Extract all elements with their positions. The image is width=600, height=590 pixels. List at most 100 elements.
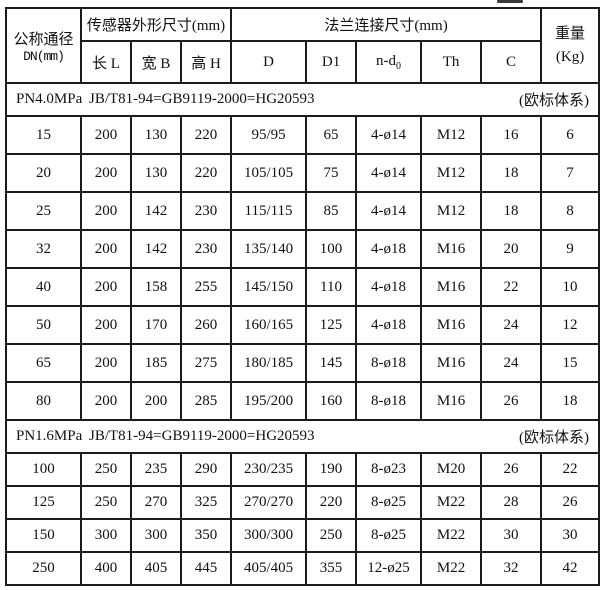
column-header-c: C: [480, 40, 543, 84]
section-pn-rating: PN1.6MPa: [16, 428, 83, 444]
table-cell: 405: [130, 551, 182, 586]
table-cell: 200: [80, 305, 132, 345]
table-cell: M16: [420, 229, 483, 269]
table-cell: 105/105: [230, 153, 308, 193]
table-cell: 250: [80, 485, 132, 520]
table-cell: 170: [130, 305, 182, 345]
column-header-d: D: [230, 40, 308, 84]
table-cell: 18: [480, 153, 543, 193]
table-cell: 200: [80, 343, 132, 383]
table-cell: 160/165: [230, 305, 308, 345]
table-cell: 200: [80, 381, 132, 421]
table-cell: M22: [420, 485, 483, 520]
column-header-dn: 公称通径 DN(mm): [5, 7, 82, 84]
table-cell: 40: [5, 267, 82, 307]
table-cell: 270/270: [230, 485, 308, 520]
table-cell: 250: [5, 551, 82, 586]
table-cell: 350: [179, 518, 233, 553]
table-header: 公称通径 DN(mm) 传感器外形尺寸(mm) 法兰连接尺寸(mm) 重量 (K…: [5, 7, 600, 84]
table-cell: 130: [130, 153, 182, 193]
table-cell: 195/200: [230, 381, 308, 421]
table-cell: 20: [480, 229, 543, 269]
table-row: 32 200 142 230 135/140 100 4-ø18 M16 20 9: [5, 229, 600, 269]
table-cell: 24: [480, 305, 543, 345]
table-cell: 4-ø14: [355, 153, 423, 193]
table-cell: 32: [5, 229, 82, 269]
table-cell: 285: [179, 381, 233, 421]
table-cell: 190: [305, 452, 358, 487]
column-header-th: Th: [420, 40, 483, 84]
table-row: 25 200 142 230 115/115 85 4-ø14 M12 18 8: [5, 191, 600, 231]
column-group-flange-dimensions: 法兰连接尺寸(mm): [230, 7, 543, 42]
table-cell: 125: [305, 305, 358, 345]
table-cell: 405/405: [230, 551, 308, 586]
table-cell: 12-ø25: [355, 551, 423, 586]
table-row: 65 200 185 275 180/185 145 8-ø18 M16 24 15: [5, 343, 600, 383]
table-cell: 26: [480, 452, 543, 487]
table-cell: 8-ø23: [355, 452, 423, 487]
table-body: PN4.0MPa JB/T81-94=GB9119-2000=HG20593 (欧标…: [4, 82, 600, 586]
table-cell: 4-ø18: [355, 305, 423, 345]
table-row: 20 200 130 220 105/105 75 4-ø14 M12 18 7: [5, 153, 600, 193]
table-cell: M16: [420, 381, 483, 421]
table-cell: 255: [179, 267, 233, 307]
table-cell: 25: [5, 191, 82, 231]
weight-label-line2: (Kg): [555, 48, 585, 65]
table-cell: M12: [420, 153, 483, 193]
table-cell: 142: [130, 229, 182, 269]
spec-table: 公称通径 DN(mm) 传感器外形尺寸(mm) 法兰连接尺寸(mm) 重量 (K…: [4, 7, 600, 586]
table-cell: 8: [540, 191, 600, 231]
table-cell: 445: [179, 551, 233, 586]
table-cell: 8-ø18: [355, 381, 423, 421]
table-cell: 300/300: [230, 518, 308, 553]
column-header-weight: 重量 (Kg): [540, 7, 600, 84]
table-cell: 28: [480, 485, 543, 520]
table-cell: 200: [80, 191, 132, 231]
table-cell: 130: [130, 115, 182, 155]
column-header-d1: D1: [305, 40, 358, 84]
table-cell: 32: [480, 551, 543, 586]
table-cell: 26: [480, 381, 543, 421]
table-cell: 220: [305, 485, 358, 520]
table-cell: 300: [130, 518, 182, 553]
table-cell: 200: [80, 267, 132, 307]
header-row-subcolumns: 长 L 宽 B 高 H D D1 n-d0 Th C: [6, 40, 599, 84]
table-cell: 230: [179, 229, 233, 269]
table-cell: 400: [80, 551, 132, 586]
table-cell: 8-ø25: [355, 518, 423, 553]
n-d0-subscript: 0: [396, 60, 402, 72]
table-row: 150 300 300 350 300/300 250 8-ø25 M22 30 30: [5, 518, 600, 553]
section-standard: JB/T81-94=GB9119-2000=HG20593: [89, 91, 315, 107]
table-row: 250 400 405 445 405/405 355 12-ø25 M22 32 42: [5, 551, 600, 586]
table-cell: 22: [540, 452, 600, 487]
table-cell: 110: [305, 267, 358, 307]
table-cell: 85: [305, 191, 358, 231]
table-cell: 275: [179, 343, 233, 383]
table-cell: 7: [540, 153, 600, 193]
table-cell: 200: [80, 153, 132, 193]
table-cell: 8-ø18: [355, 343, 423, 383]
table-cell: 50: [5, 305, 82, 345]
column-header-n-d0: n-d0: [355, 40, 423, 84]
table-cell: M20: [420, 452, 483, 487]
section-note: (欧标体系): [519, 430, 590, 446]
table-cell: 9: [540, 229, 600, 269]
table-cell: 30: [540, 518, 600, 553]
table-row: 15 200 130 220 95/95 65 4-ø14 M12 16 6: [5, 115, 600, 155]
table-cell: 22: [480, 267, 543, 307]
table-cell: 20: [5, 153, 82, 193]
table-cell: 15: [5, 115, 82, 155]
header-row-groups: 公称通径 DN(mm) 传感器外形尺寸(mm) 法兰连接尺寸(mm) 重量 (K…: [5, 7, 600, 84]
table-cell: 145: [305, 343, 358, 383]
table-cell: 158: [130, 267, 182, 307]
table-cell: 142: [130, 191, 182, 231]
table-cell: 230: [179, 191, 233, 231]
table-cell: 200: [130, 381, 182, 421]
table-cell: 150: [5, 518, 82, 553]
table-cell: 300: [80, 518, 132, 553]
table-row: 50 200 170 260 160/165 125 4-ø18 M16 24 12: [5, 305, 600, 345]
section-note: (欧标体系): [519, 93, 590, 109]
table-row: 100 250 235 290 230/235 190 8-ø23 M20 26 22: [5, 452, 600, 487]
table-cell: 230/235: [230, 452, 308, 487]
table-cell: 125: [5, 485, 82, 520]
